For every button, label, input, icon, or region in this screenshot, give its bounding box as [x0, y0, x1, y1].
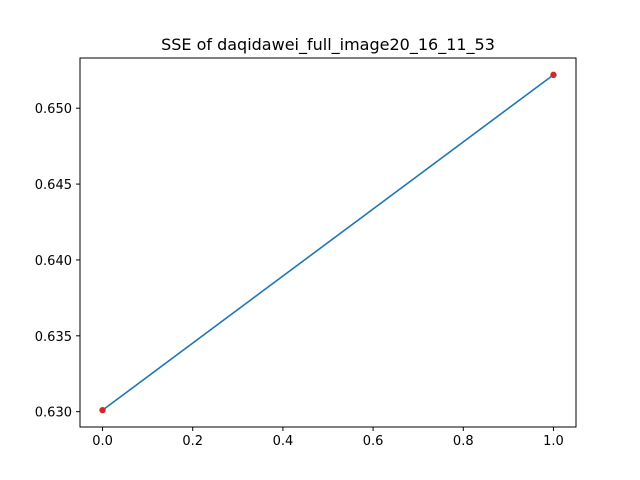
- x-tick-label: 0.6: [363, 434, 384, 449]
- series-line: [102, 74, 554, 411]
- data-point: [550, 71, 557, 79]
- y-tick-label: 0.645: [35, 178, 72, 193]
- y-tick-label: 0.630: [35, 406, 72, 421]
- data-point: [99, 406, 106, 414]
- x-tick-label: 0.4: [273, 434, 294, 449]
- x-tick-label: 1.0: [543, 434, 564, 449]
- x-tick-label: 0.8: [453, 434, 474, 449]
- axes-frame: [79, 57, 577, 428]
- chart-title: SSE of daqidawei_full_image20_16_11_53: [161, 35, 495, 55]
- y-tick-label: 0.650: [35, 102, 72, 117]
- x-tick-label: 0.2: [182, 434, 203, 449]
- y-tick-label: 0.635: [35, 330, 72, 345]
- y-tick-label: 0.640: [35, 254, 72, 269]
- x-tick-label: 0.0: [92, 434, 113, 449]
- plot-area: 0.0 0.2 0.4 0.6 0.8 1.0 0.630 0.635 0.640 0.645 0.…: [35, 57, 577, 449]
